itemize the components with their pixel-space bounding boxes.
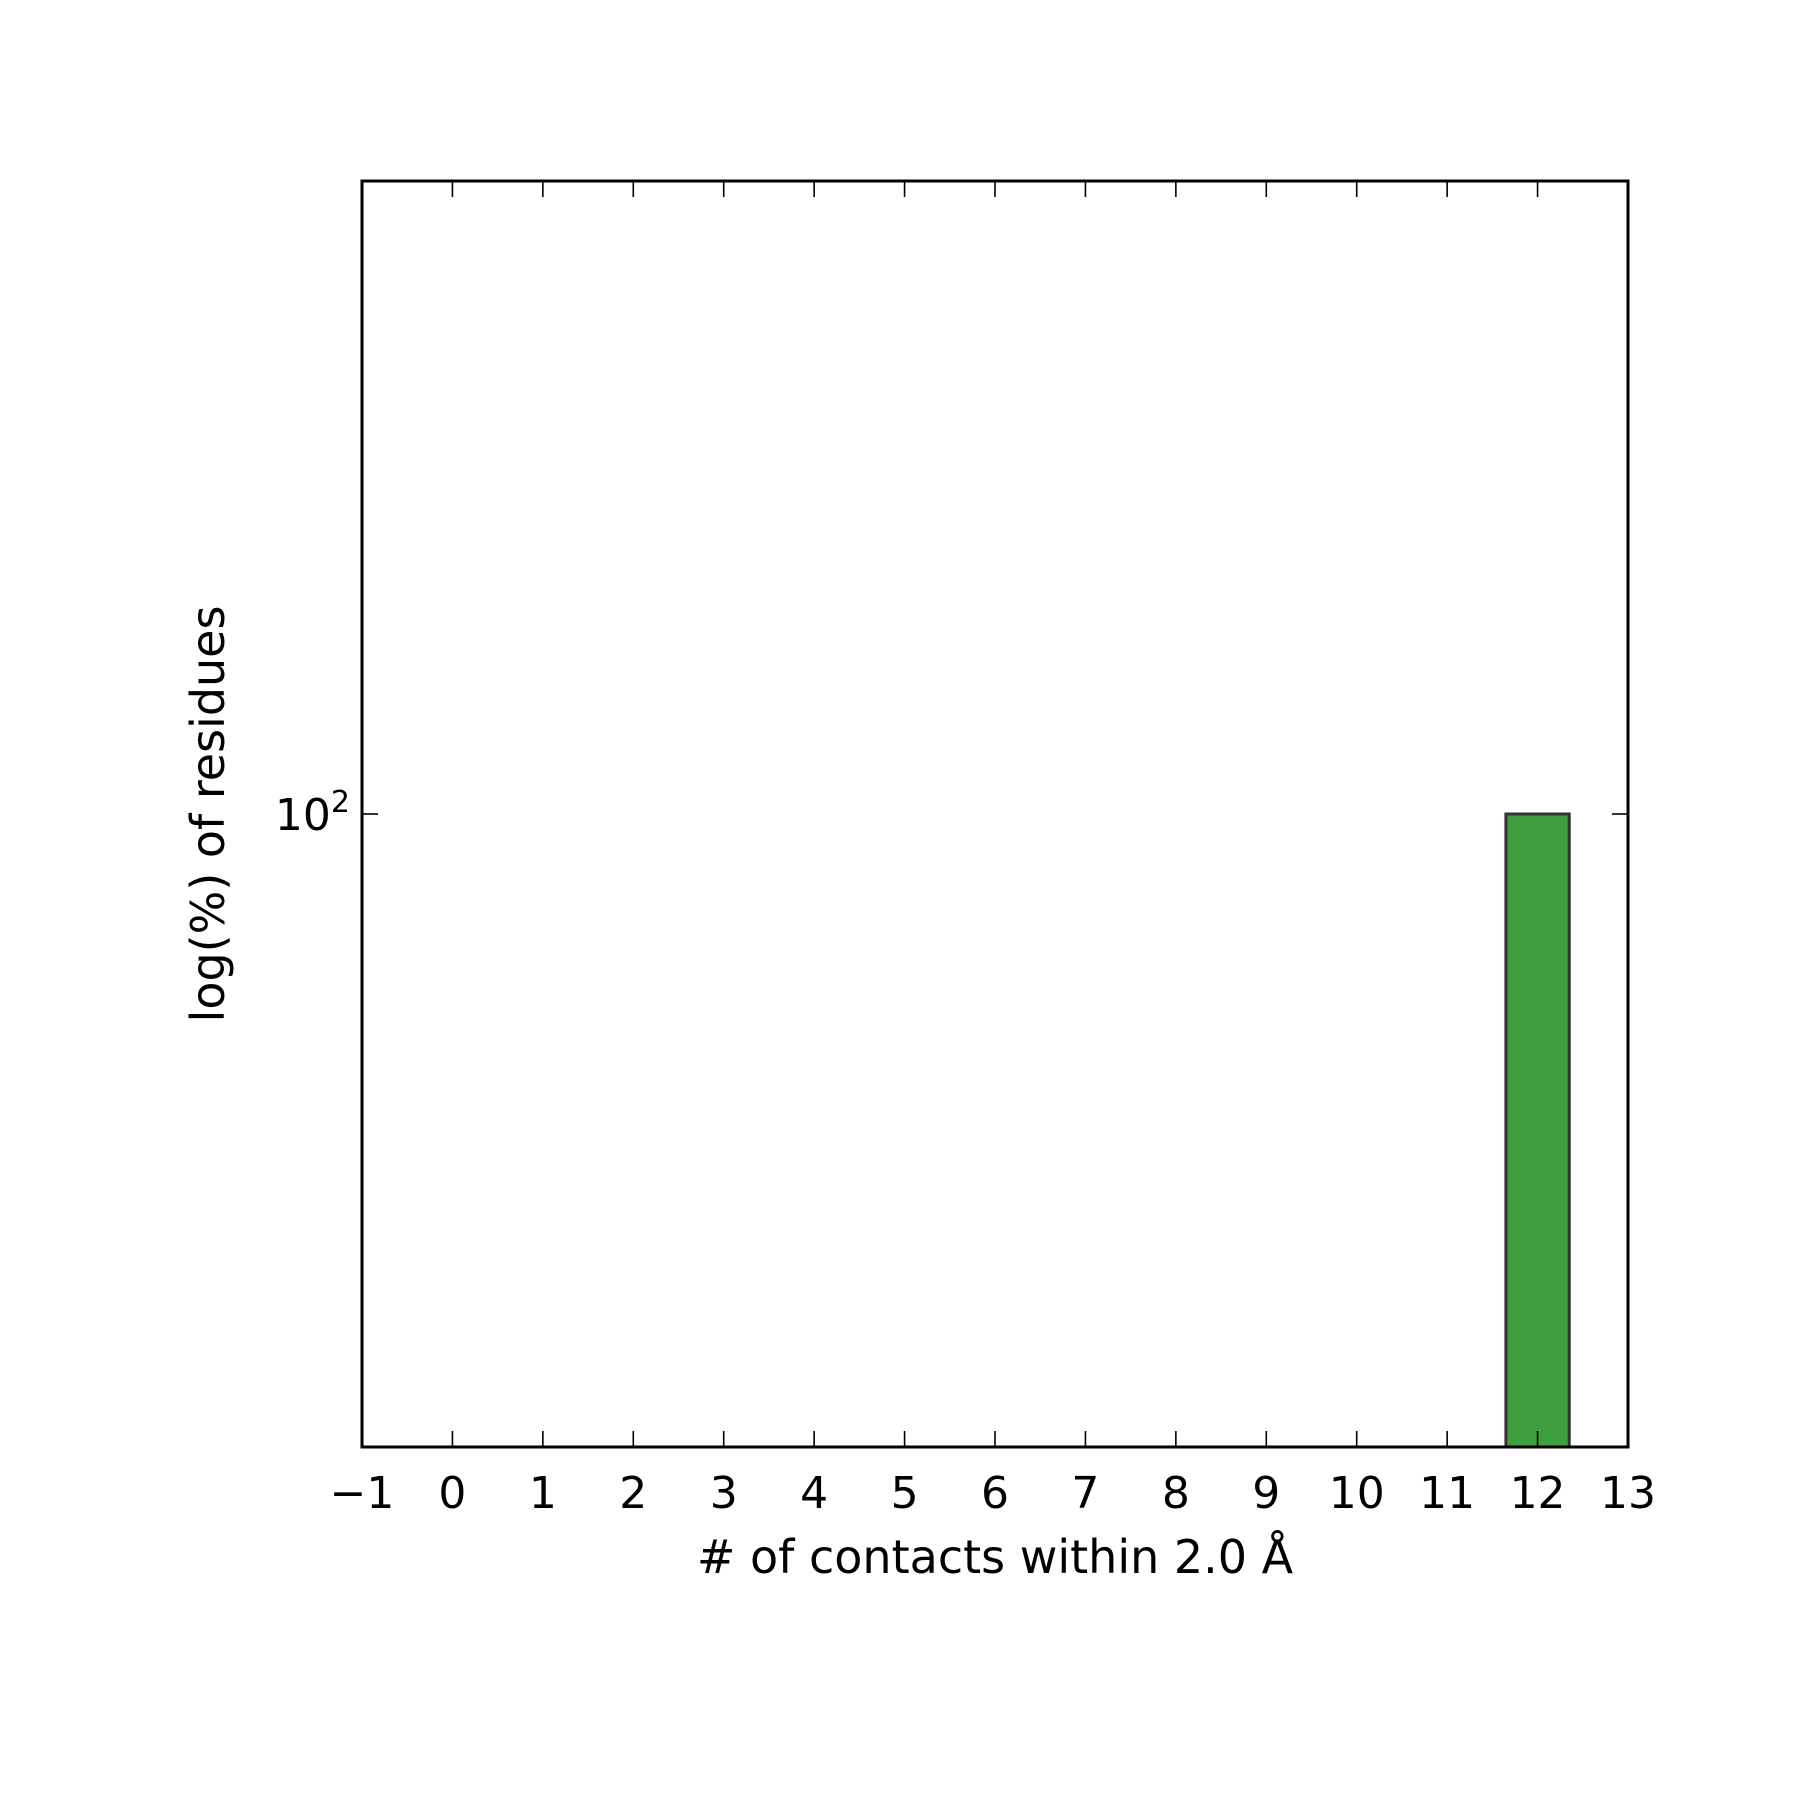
x-tick-label: 13 (1600, 1468, 1656, 1519)
x-tick-label: 7 (1071, 1468, 1099, 1519)
x-tick-label: 10 (1329, 1468, 1385, 1519)
x-tick-label: 1 (529, 1468, 557, 1519)
x-axis-label: # of contacts within 2.0 Å (697, 1530, 1294, 1584)
bar (1504, 812, 1571, 1449)
x-tick-label: 3 (710, 1468, 738, 1519)
x-tick-label: 0 (438, 1468, 466, 1519)
x-tick-label: −1 (330, 1468, 395, 1519)
x-tick-label: 4 (800, 1468, 828, 1519)
y-ticks: 102 (275, 785, 1628, 841)
x-tick-label: 8 (1162, 1468, 1190, 1519)
bars-layer (1504, 812, 1571, 1449)
x-tick-label: 6 (981, 1468, 1009, 1519)
x-ticks: −1 0 1 2 3 4 5 6 7 8 9 10 11 12 13 (330, 181, 1656, 1519)
x-tick-label: 9 (1252, 1468, 1280, 1519)
plot-frame (360, 179, 1630, 1449)
x-tick-label: 2 (619, 1468, 647, 1519)
x-tick-label: 11 (1419, 1468, 1475, 1519)
y-axis-label: log(%) of residues (181, 606, 235, 1023)
x-tick-label: 12 (1510, 1468, 1566, 1519)
y-tick-label: 102 (275, 785, 350, 841)
x-tick-label: 5 (891, 1468, 919, 1519)
